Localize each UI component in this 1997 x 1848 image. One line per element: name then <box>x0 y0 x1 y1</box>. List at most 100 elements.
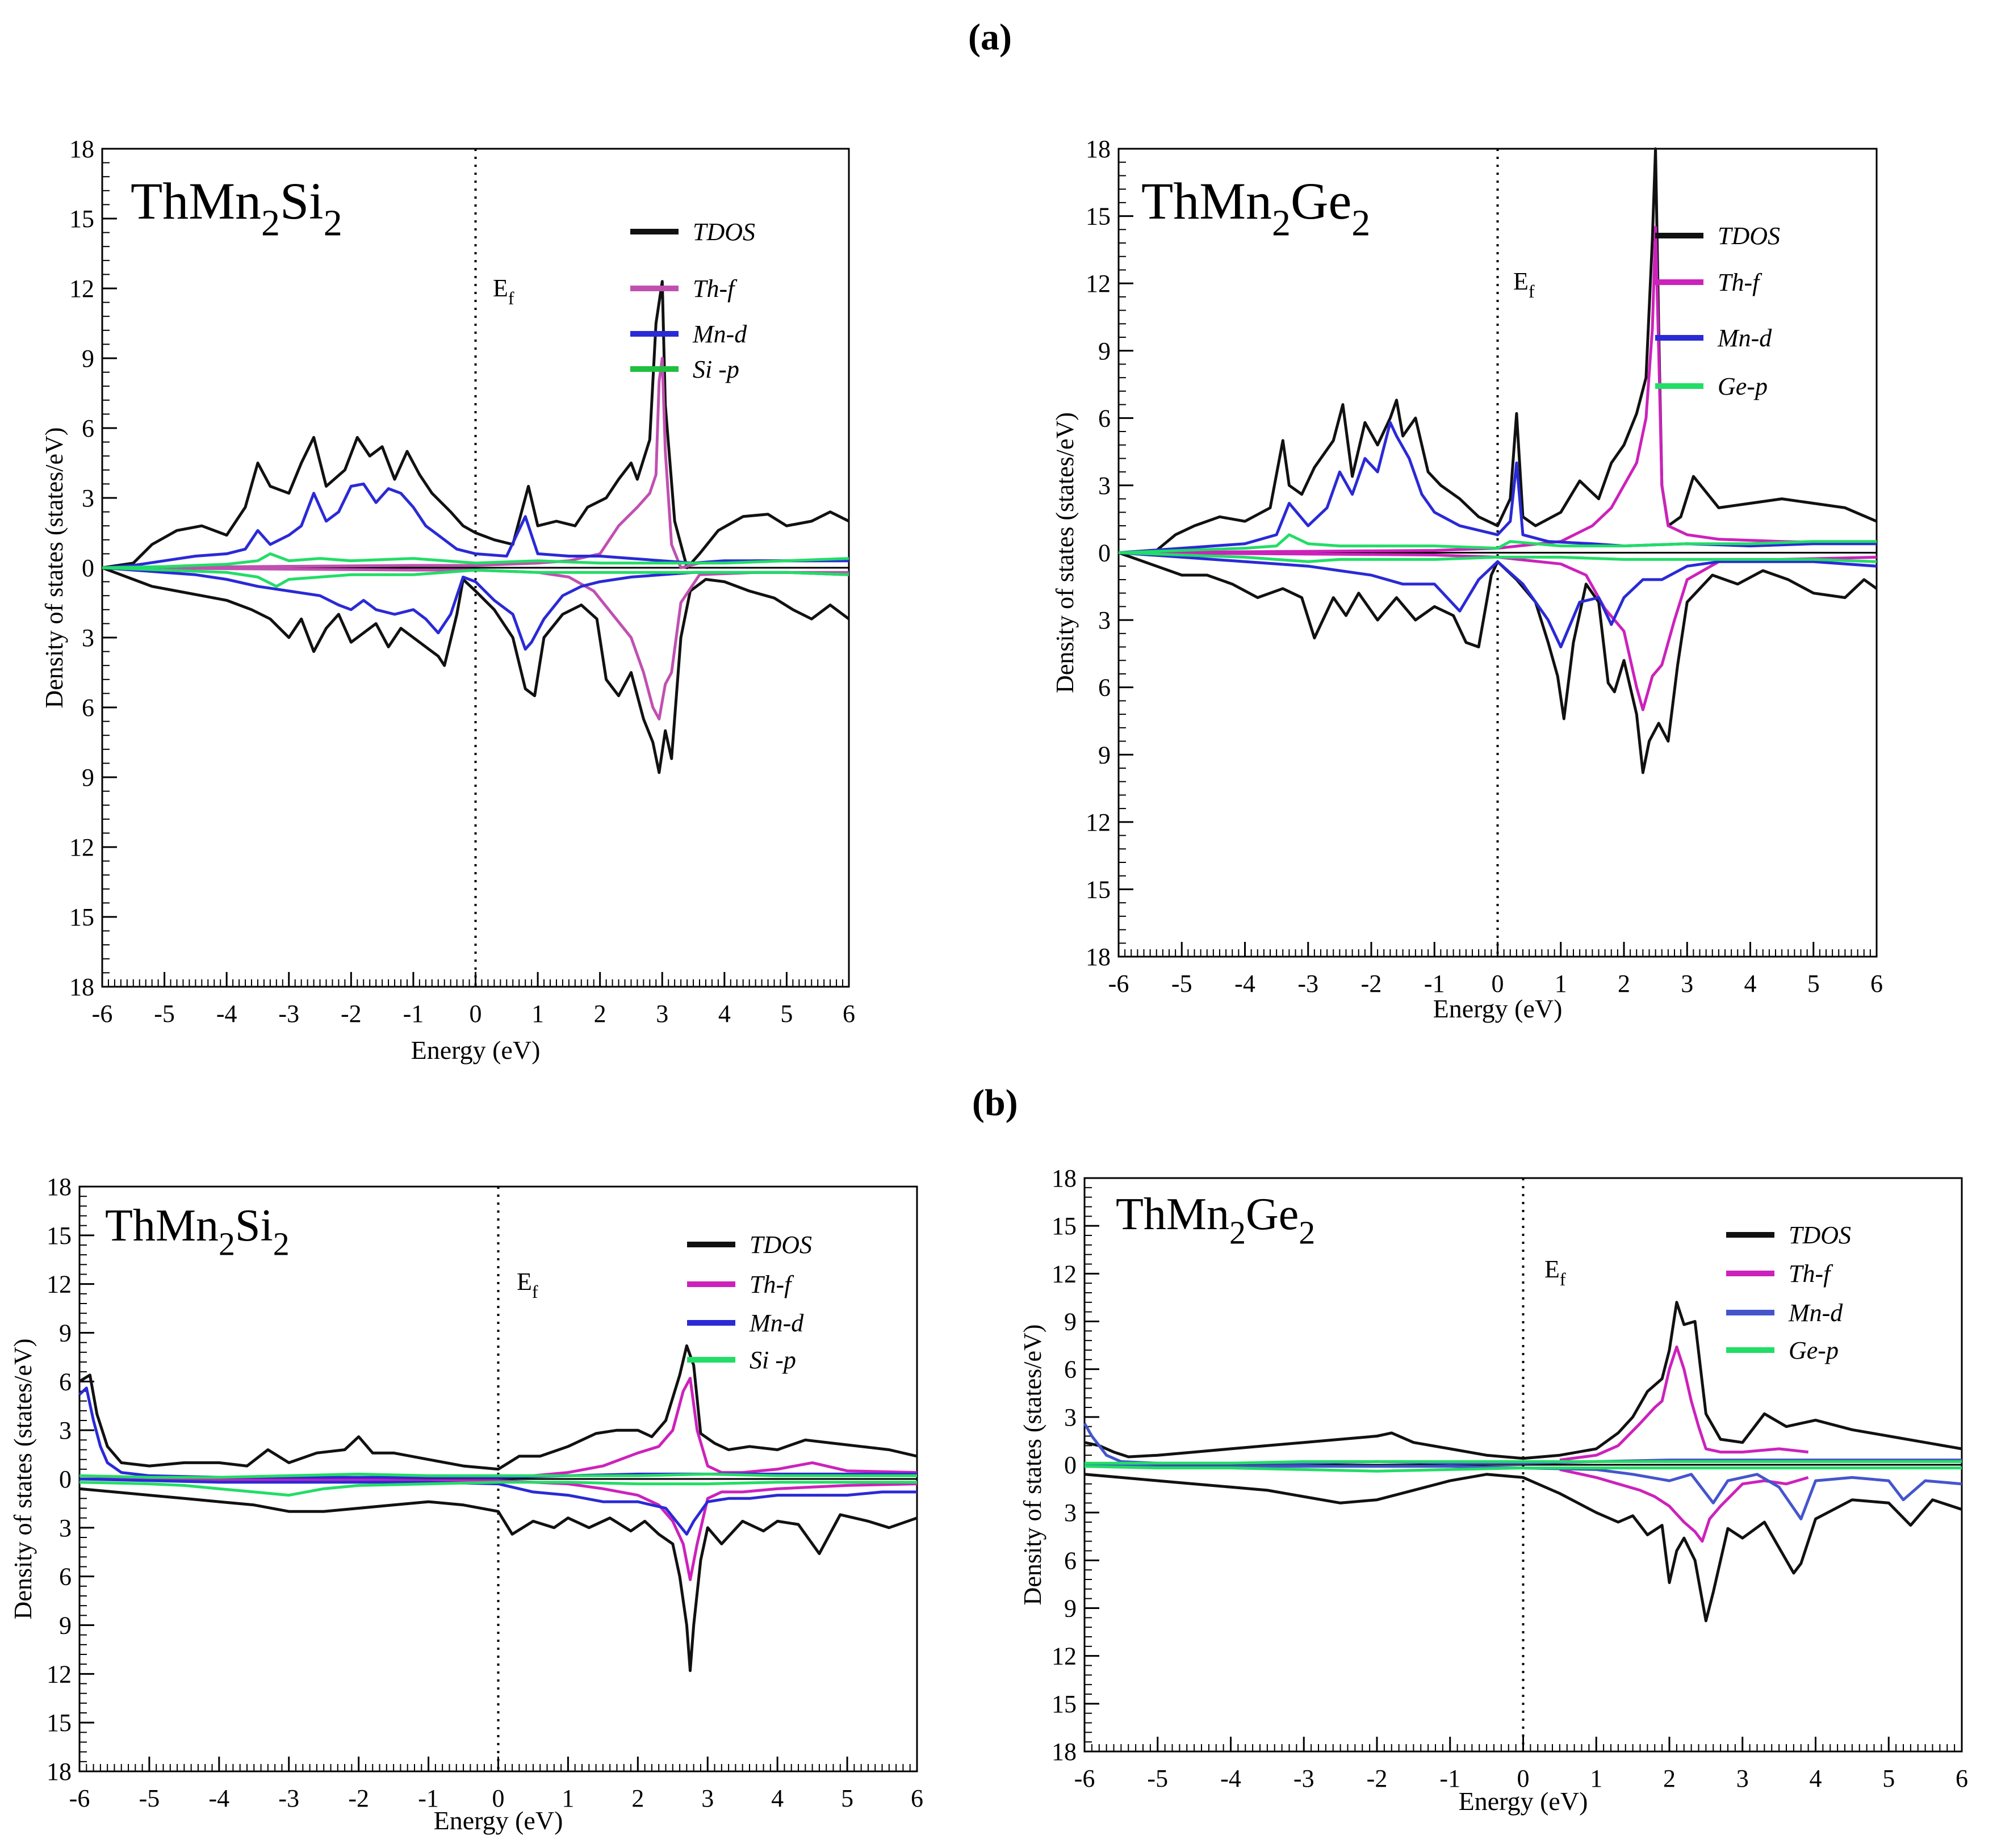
chart-title: ThMn2Si2 <box>131 172 342 244</box>
y-tick-label: 15 <box>1052 1690 1077 1718</box>
series-si-p-up <box>79 1472 917 1479</box>
legend-item-th-f: Th-f <box>687 1271 794 1298</box>
y-tick-label: 6 <box>1064 1356 1077 1384</box>
y-tick-label: 15 <box>69 205 94 233</box>
y-tick-label: 18 <box>69 973 94 1001</box>
legend-label: TDOS <box>1789 1221 1851 1249</box>
x-axis-label: Energy (eV) <box>1459 1787 1588 1816</box>
series-th-f-down <box>1118 551 1877 711</box>
y-tick-label: 12 <box>69 275 94 303</box>
x-tick-label: 1 <box>531 1000 544 1028</box>
x-tick-label: 3 <box>1681 970 1693 998</box>
legend-label: TDOS <box>750 1231 812 1259</box>
series-ge-p-up <box>1118 533 1877 554</box>
y-axis-label: Density of states (states/eV) <box>1019 1325 1046 1606</box>
y-tick-label: 9 <box>82 764 94 791</box>
x-tick-label: 0 <box>492 1784 505 1812</box>
x-tick-label: 5 <box>1882 1765 1895 1792</box>
dos-chart-b2: -6 -5 -4 -3 -2 -1 0 1 2 3 4 5 61815129630369121518Th… <box>1019 1164 1968 1816</box>
x-tick-label: 6 <box>1870 970 1883 998</box>
legend-item-th-f: Th-f <box>630 275 738 303</box>
x-tick-label: 5 <box>1807 970 1820 998</box>
x-tick-label: 6 <box>843 1000 855 1028</box>
legend-item-si-p: Si -p <box>687 1346 796 1374</box>
legend-label: Mn-d <box>1717 324 1772 352</box>
y-tick-label: 9 <box>59 1319 72 1347</box>
legend-label: Th-f <box>750 1271 794 1298</box>
series-mn-d-down <box>1118 551 1877 648</box>
y-tick-label: 9 <box>1098 741 1111 769</box>
x-tick-label: 2 <box>1663 1765 1676 1792</box>
series-ge-p-down <box>1118 551 1877 563</box>
y-tick-label: 6 <box>1064 1547 1077 1574</box>
y-tick-label: 3 <box>1064 1403 1077 1431</box>
legend-item-ge-p: Ge-p <box>1655 372 1768 400</box>
dos-chart-b1: -6 -5 -4 -3 -2 -1 0 1 2 3 4 5 61815129630369121518Th… <box>9 1173 923 1835</box>
chart-title: ThMn2Ge2 <box>1141 172 1370 244</box>
series-tdos-down <box>1118 551 1878 774</box>
series-tdos-down <box>102 566 850 774</box>
x-tick-label: -6 <box>69 1784 90 1812</box>
y-tick-label: 15 <box>1086 203 1111 231</box>
x-tick-label: -3 <box>278 1000 299 1028</box>
x-tick-label: -6 <box>92 1000 113 1028</box>
y-tick-label: 0 <box>1098 539 1111 567</box>
series-mn-d-up <box>1118 421 1877 554</box>
x-tick-label: 4 <box>1744 970 1757 998</box>
panel-label-a: (a) <box>968 16 1012 58</box>
legend-label: Th-f <box>1789 1260 1833 1288</box>
series-mn-d-down <box>79 1477 917 1536</box>
y-tick-label: 3 <box>82 624 94 652</box>
y-tick-label: 3 <box>1064 1499 1077 1527</box>
fermi-level-label: Ef <box>517 1268 538 1302</box>
x-tick-label: 3 <box>1736 1765 1749 1792</box>
y-tick-label: 15 <box>1086 875 1111 903</box>
x-tick-label: 0 <box>1492 970 1504 998</box>
y-tick-label: 3 <box>1098 472 1111 500</box>
x-tick-label: 3 <box>701 1784 714 1812</box>
legend-item-si-p: Si -p <box>630 355 739 383</box>
series-th-f-down <box>1559 1468 1809 1543</box>
y-tick-label: 15 <box>47 1222 72 1250</box>
legend-item-mn-d: Mn-d <box>630 320 747 348</box>
x-tick-label: -3 <box>1297 970 1318 998</box>
x-tick-label: 0 <box>1517 1765 1530 1792</box>
y-tick-label: 18 <box>1052 1738 1077 1766</box>
fermi-level-label: Ef <box>1513 267 1535 301</box>
x-tick-label: 3 <box>656 1000 668 1028</box>
y-tick-label: 3 <box>82 484 94 512</box>
y-axis-label: Density of states (states/eV) <box>1051 412 1079 693</box>
legend-label: Si -p <box>693 355 739 383</box>
series-mn-d-down <box>1084 1463 1962 1520</box>
legend-label: Mn-d <box>1788 1299 1843 1327</box>
x-tick-label: 2 <box>631 1784 644 1812</box>
series-th-f-up <box>102 357 849 569</box>
y-tick-label: 6 <box>59 1563 72 1591</box>
series-mn-d-up <box>102 482 849 569</box>
legend-label: Th-f <box>693 275 738 303</box>
x-tick-label: 4 <box>1810 1765 1822 1792</box>
y-tick-label: 12 <box>1086 270 1111 297</box>
y-tick-label: 6 <box>1098 404 1111 432</box>
x-tick-label: -1 <box>1424 970 1445 998</box>
y-tick-label: 15 <box>69 903 94 931</box>
y-tick-label: 12 <box>1052 1260 1077 1288</box>
series-si-p-down <box>102 566 849 588</box>
x-tick-label: -3 <box>278 1784 299 1812</box>
x-tick-label: -2 <box>348 1784 369 1812</box>
legend-label: Mn-d <box>692 320 747 348</box>
x-axis-label: Energy (eV) <box>434 1806 563 1835</box>
x-tick-label: -5 <box>1147 1765 1168 1792</box>
y-tick-label: 9 <box>82 345 94 372</box>
y-tick-label: 9 <box>1064 1308 1077 1336</box>
x-tick-label: -2 <box>1361 970 1382 998</box>
x-tick-label: 6 <box>911 1784 923 1812</box>
x-tick-label: -5 <box>139 1784 160 1812</box>
series-ge-p-up <box>1085 1460 1962 1465</box>
x-tick-label: -1 <box>1439 1765 1460 1792</box>
x-tick-label: -2 <box>341 1000 362 1028</box>
legend-item-mn-d: Mn-d <box>1726 1299 1843 1327</box>
series-si-p-up <box>102 552 849 569</box>
